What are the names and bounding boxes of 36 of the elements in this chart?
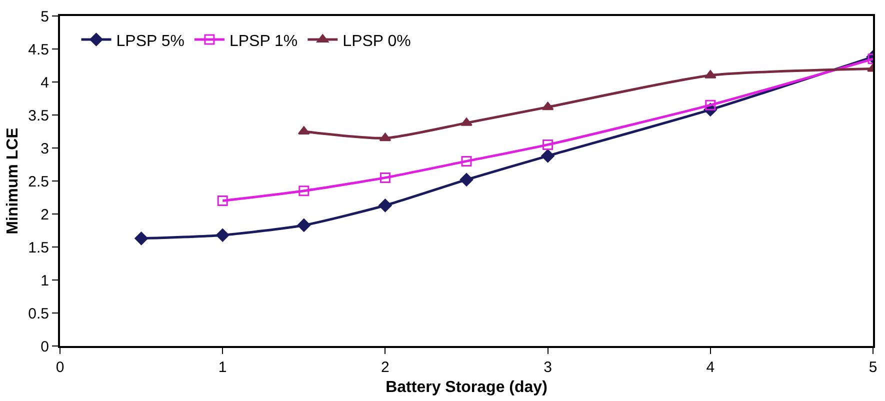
y-tick-label: 5 xyxy=(40,8,49,26)
x-tick-label: 0 xyxy=(56,359,64,376)
point xyxy=(217,196,228,206)
point xyxy=(298,186,310,196)
x-axis-title: Battery Storage (day) xyxy=(386,379,548,396)
point xyxy=(460,118,472,126)
point xyxy=(542,139,554,150)
point xyxy=(541,149,554,163)
point xyxy=(134,232,148,246)
point xyxy=(216,228,230,242)
x-tick-label: 2 xyxy=(381,359,390,376)
legend-label: LPSP 5% xyxy=(116,32,184,50)
x-tick-label: 5 xyxy=(868,359,878,376)
y-tick-label: 1 xyxy=(40,272,49,290)
point xyxy=(380,172,390,183)
y-tick-label: 0.5 xyxy=(28,305,49,322)
y-tick-label: 1.5 xyxy=(28,239,49,256)
point xyxy=(460,173,474,186)
y-tick-label: 4.5 xyxy=(28,41,49,58)
x-tick-label: 4 xyxy=(706,359,715,376)
y-axis-title: Minimum LCE xyxy=(4,127,22,234)
legend-label: LPSP 0% xyxy=(342,32,411,50)
y-tick-label: 3 xyxy=(40,140,49,158)
point xyxy=(379,132,392,142)
legend-label: LPSP 1% xyxy=(229,32,298,50)
y-tick-label: 2 xyxy=(40,206,49,224)
point xyxy=(297,218,310,232)
point xyxy=(378,198,392,212)
x-tick-label: 3 xyxy=(544,359,552,376)
point xyxy=(542,102,554,110)
point xyxy=(461,156,472,166)
y-tick-label: 0 xyxy=(40,338,49,356)
x-tick-label: 1 xyxy=(218,359,227,376)
y-tick-label: 2.5 xyxy=(28,173,49,190)
y-tick-label: 4 xyxy=(40,74,49,92)
y-tick-label: 3.5 xyxy=(28,107,49,124)
